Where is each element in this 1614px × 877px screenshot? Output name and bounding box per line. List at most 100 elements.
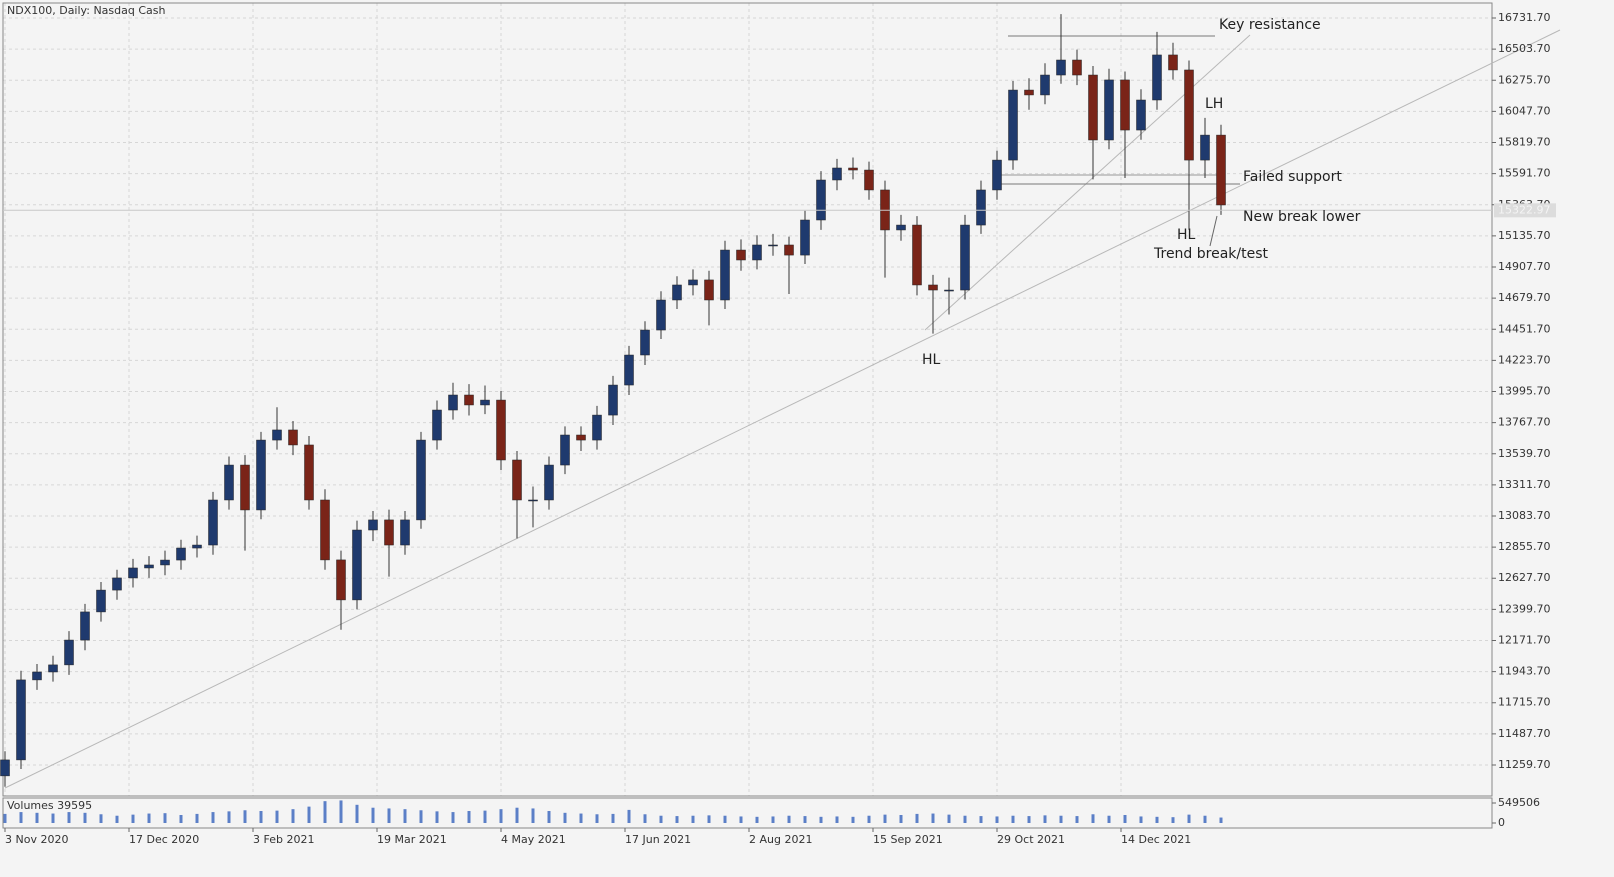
y-tick-label: 16047.70 <box>1498 104 1551 117</box>
y-tick-label: 11259.70 <box>1498 758 1551 771</box>
candle-body <box>976 189 986 226</box>
candle-body <box>1040 74 1050 96</box>
candle-body <box>160 559 170 566</box>
x-tick-label: 2 Aug 2021 <box>749 833 812 846</box>
candle-body <box>1008 89 1018 161</box>
candle-body <box>1216 134 1226 206</box>
candle-body <box>512 459 522 501</box>
x-tick-label: 4 May 2021 <box>501 833 566 846</box>
y-tick-label: 13311.70 <box>1498 478 1551 491</box>
y-tick-label: 14679.70 <box>1498 291 1551 304</box>
y-tick-label: 13083.70 <box>1498 509 1551 522</box>
y-tick-label: 11943.70 <box>1498 665 1551 678</box>
candle-body <box>400 519 410 546</box>
y-tick-label: 16275.70 <box>1498 73 1551 86</box>
candle-body <box>352 529 362 601</box>
y-tick-label: 13995.70 <box>1498 385 1551 398</box>
annotation: LH <box>1205 96 1223 112</box>
candle-body <box>80 611 90 641</box>
candle-body <box>816 179 826 221</box>
y-tick-label: 11715.70 <box>1498 696 1551 709</box>
y-tick-label: 12627.70 <box>1498 571 1551 584</box>
current-price-label: 15322.97 <box>1498 203 1551 216</box>
candle-body <box>176 547 186 561</box>
candle-body <box>32 671 42 681</box>
candle-body <box>256 439 266 511</box>
candle-body <box>768 244 778 247</box>
candle-body <box>800 219 810 256</box>
x-tick-label: 29 Oct 2021 <box>997 833 1065 846</box>
candle-body <box>720 249 730 301</box>
y-tick-label: 15819.70 <box>1498 136 1551 149</box>
candle-body <box>96 589 106 613</box>
candle-body <box>848 167 858 171</box>
candle-body <box>448 394 458 411</box>
candle-body <box>736 249 746 261</box>
y-tick-label: 14907.70 <box>1498 260 1551 273</box>
candle-body <box>576 434 586 441</box>
candle-body <box>336 559 346 601</box>
candle-body <box>1184 69 1194 161</box>
candle-body <box>896 224 906 231</box>
annotation: Failed support <box>1243 169 1342 185</box>
trend-line <box>924 34 1251 331</box>
y-tick-label: 13539.70 <box>1498 447 1551 460</box>
candle-body <box>416 439 426 521</box>
candle-body <box>640 329 650 356</box>
candle-body <box>1168 54 1178 71</box>
candle-body <box>1072 59 1082 76</box>
candle-body <box>0 759 10 777</box>
y-tick-label: 15591.70 <box>1498 167 1551 180</box>
candle-body <box>144 564 154 569</box>
candle-body <box>1088 74 1098 141</box>
candle-body <box>288 429 298 446</box>
candle-body <box>48 664 58 673</box>
candle-body <box>752 244 762 261</box>
candle-body <box>1024 89 1034 96</box>
candle-body <box>464 394 474 406</box>
candle-body <box>1152 54 1162 101</box>
candle-body <box>528 499 538 502</box>
y-tick-label: 12171.70 <box>1498 633 1551 646</box>
candle-body <box>112 577 122 591</box>
candle-body <box>432 409 442 441</box>
x-tick-label: 17 Dec 2020 <box>129 833 199 846</box>
x-tick-label: 3 Nov 2020 <box>5 833 68 846</box>
candle-body <box>208 499 218 546</box>
candle-body <box>560 434 570 466</box>
volume-tick-label: 549506 <box>1498 796 1540 809</box>
y-tick-label: 11487.70 <box>1498 727 1551 740</box>
candle-body <box>784 244 794 256</box>
candle-body <box>864 169 874 191</box>
candle-body <box>912 224 922 286</box>
candle-body <box>368 519 378 531</box>
candle-body <box>960 224 970 291</box>
candle-body <box>192 544 202 549</box>
candle-body <box>304 444 314 501</box>
candle-body <box>704 279 714 301</box>
y-tick-label: 12399.70 <box>1498 602 1551 615</box>
candle-body <box>928 284 938 291</box>
annotation: HL <box>1177 227 1196 243</box>
candle-body <box>64 639 74 666</box>
candle-body <box>944 289 954 292</box>
candle-body <box>1200 134 1210 161</box>
trend-line <box>4 29 1561 789</box>
grid-layer <box>3 3 1492 796</box>
candle-body <box>992 159 1002 191</box>
candle-body <box>672 284 682 301</box>
x-tick-label: 17 Jun 2021 <box>625 833 691 846</box>
x-tick-label: 3 Feb 2021 <box>253 833 314 846</box>
candle-body <box>832 167 842 181</box>
current-price-box <box>1494 203 1556 218</box>
volume-title: Volumes 39595 <box>7 799 92 812</box>
candle-body <box>608 384 618 416</box>
candle-body <box>240 464 250 511</box>
candle-body <box>480 399 490 406</box>
chart-title: NDX100, Daily: Nasdaq Cash <box>7 4 166 17</box>
y-tick-label: 16503.70 <box>1498 42 1551 55</box>
candle-body <box>656 299 666 331</box>
candle-body <box>688 279 698 286</box>
